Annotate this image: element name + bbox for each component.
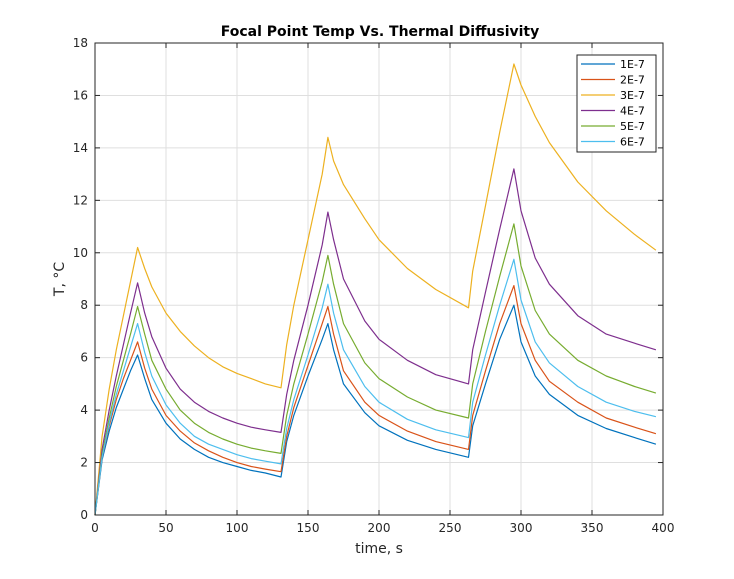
series-line-1E-7: [94, 304, 657, 516]
y-tick-label: 14: [73, 141, 88, 155]
series-line-2E-7: [94, 285, 657, 516]
x-tick-label: 200: [368, 521, 391, 535]
x-axis-label: time, s: [355, 541, 403, 557]
y-axis-label: T, °C: [52, 262, 68, 297]
x-tick-label: 100: [226, 521, 249, 535]
x-tick-label: 0: [91, 521, 99, 535]
y-tick-label: 12: [73, 193, 88, 207]
y-tick-label: 4: [80, 403, 88, 417]
y-tick-label: 6: [80, 351, 88, 365]
legend-label: 2E-7: [620, 74, 645, 87]
chart-title: Focal Point Temp Vs. Thermal Diffusivity: [221, 24, 540, 40]
series-line-4E-7: [94, 168, 657, 516]
legend-label: 4E-7: [620, 105, 645, 118]
x-tick-label: 400: [652, 521, 675, 535]
y-tick-label: 0: [80, 508, 88, 522]
series-layer: [94, 63, 657, 516]
y-tick-label: 18: [73, 36, 88, 50]
y-tick-label: 10: [73, 246, 88, 260]
series-line-6E-7: [94, 258, 657, 516]
legend-label: 6E-7: [620, 136, 645, 149]
x-tick-label: 250: [439, 521, 462, 535]
series-line-5E-7: [94, 223, 657, 516]
legend-box: [576, 54, 657, 153]
ticks: 0 50 100 150 200 250 300 350 400 0 2 4 6 8 10 12 14 16 18: [73, 36, 675, 535]
x-tick-label: 300: [510, 521, 533, 535]
y-tick-label: 16: [73, 88, 88, 102]
legend-label: 1E-7: [620, 58, 645, 71]
x-tick-label: 50: [158, 521, 173, 535]
legend-label: 5E-7: [620, 120, 645, 133]
legend: 1E-7 2E-7 3E-7 4E-7 5E-7 6E-7: [576, 54, 657, 153]
x-tick-label: 350: [581, 521, 604, 535]
series-line-3E-7: [94, 63, 657, 516]
legend-label: 3E-7: [620, 89, 645, 102]
y-tick-label: 2: [80, 456, 88, 470]
y-tick-label: 8: [80, 298, 88, 312]
x-tick-label: 150: [297, 521, 320, 535]
